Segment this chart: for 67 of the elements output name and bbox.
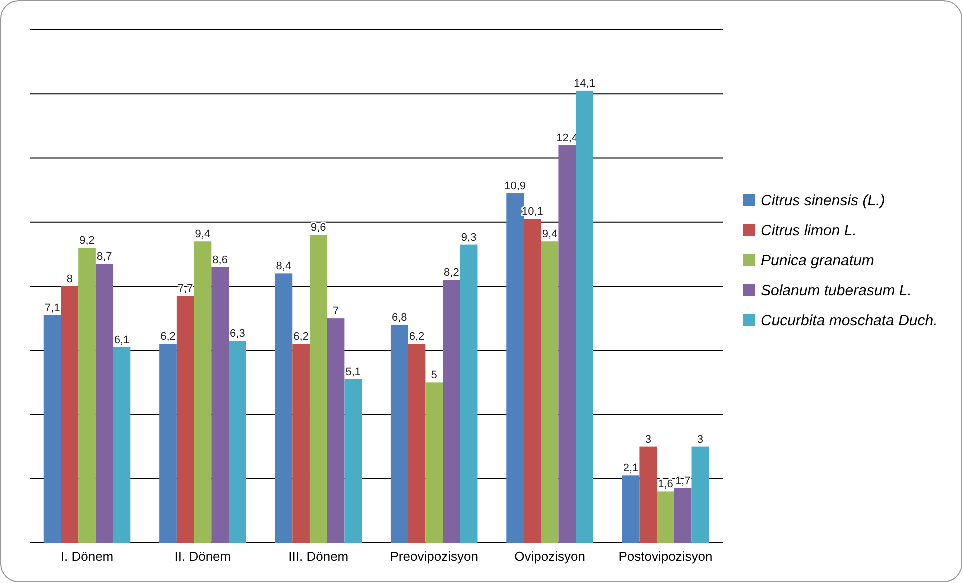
- data-label: 3: [697, 434, 704, 446]
- data-label: 8: [66, 274, 73, 286]
- data-label: 10,9: [504, 180, 526, 193]
- data-label: 6,2: [294, 331, 309, 344]
- data-label: 5: [431, 370, 438, 382]
- legend-label: Solanum tuberasum L.: [761, 282, 912, 300]
- bar: [228, 341, 246, 543]
- data-label: 8,4: [276, 260, 292, 273]
- data-label: 6,3: [230, 328, 246, 340]
- data-label: 9,4: [542, 228, 558, 241]
- bar: [96, 264, 114, 543]
- bar: [160, 344, 177, 543]
- data-label: 8,2: [444, 267, 460, 280]
- data-label: 8,6: [212, 254, 228, 266]
- x-tick-label: III. Dönem: [288, 549, 349, 564]
- data-label: 9,6: [311, 222, 326, 234]
- x-tick-label: II. Dönem: [174, 549, 232, 564]
- bar: [640, 446, 658, 543]
- bar: [44, 315, 62, 543]
- x-tick-label: I. Dönem: [60, 549, 114, 564]
- data-label: 2,1: [623, 462, 639, 475]
- legend-label: Cucurbita moschata Duch.: [761, 312, 938, 330]
- bar: [292, 344, 310, 543]
- bar: [310, 235, 328, 543]
- legend-label: Citrus sinensis (L.): [761, 192, 886, 210]
- bar: [460, 244, 478, 543]
- bar: [426, 382, 444, 543]
- bar: [558, 145, 576, 543]
- data-label: 3: [645, 434, 652, 446]
- bar: [176, 296, 194, 543]
- data-label: 6,2: [160, 331, 176, 344]
- bar: [622, 476, 640, 543]
- bar: [61, 286, 79, 543]
- bar: [212, 267, 229, 543]
- data-label: 6,8: [392, 312, 408, 324]
- bar: [113, 347, 131, 543]
- bar: [78, 248, 96, 543]
- bar: [674, 488, 692, 543]
- bar: [506, 194, 524, 543]
- bar: [657, 492, 674, 543]
- data-label: 7,1: [44, 302, 60, 314]
- x-tick-label: Postovipozisyon: [618, 549, 713, 564]
- bar: [275, 274, 293, 543]
- x-tick-label: Preovipozisyon: [390, 549, 478, 564]
- data-label: 7: [332, 306, 340, 318]
- bar: [541, 242, 559, 543]
- bar: [390, 324, 408, 543]
- bar: [408, 344, 426, 543]
- bar: [194, 242, 212, 543]
- legend-label: Citrus limon L.: [761, 222, 857, 240]
- bar: [327, 318, 345, 543]
- x-tick-label: Ovipozisyon: [514, 549, 586, 564]
- data-label: 6,2: [409, 331, 425, 344]
- bar: [344, 379, 362, 543]
- legend-label: Punica granatum: [761, 252, 874, 270]
- bar: [443, 280, 460, 543]
- bar: [692, 446, 710, 543]
- bar: [524, 219, 542, 543]
- data-label: 14,1: [574, 78, 596, 90]
- data-label: 9,3: [461, 232, 477, 244]
- data-label: 5,1: [346, 366, 362, 378]
- data-label: 8,7: [96, 251, 112, 264]
- data-label: 9,4: [195, 228, 211, 241]
- data-label: 1,6: [658, 478, 674, 491]
- bar: [576, 90, 594, 543]
- data-label: 9,2: [80, 235, 95, 248]
- data-label: 6,1: [114, 334, 130, 346]
